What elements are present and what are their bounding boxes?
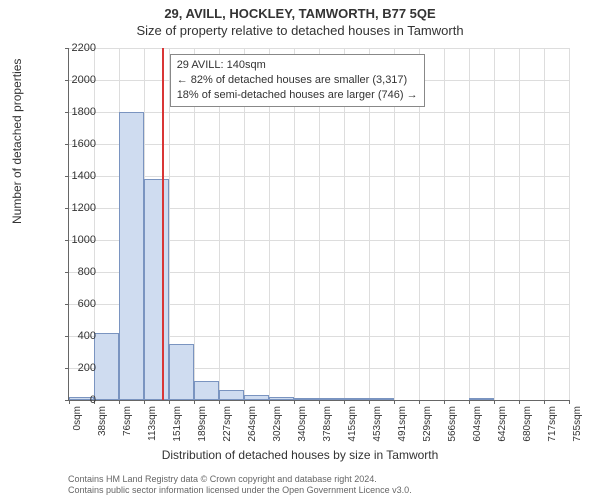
- page-title: 29, AVILL, HOCKLEY, TAMWORTH, B77 5QE: [0, 0, 600, 21]
- x-tick-mark: [194, 400, 195, 404]
- x-tick-mark: [269, 400, 270, 404]
- x-tick-label: 113sqm: [147, 406, 158, 441]
- x-tick-mark: [119, 400, 120, 404]
- y-tick-label: 1000: [56, 234, 96, 246]
- x-tick-label: 680sqm: [522, 406, 533, 442]
- x-tick-label: 227sqm: [222, 406, 233, 442]
- x-tick-mark: [469, 400, 470, 404]
- y-axis-label: Number of detached properties: [10, 59, 24, 224]
- x-tick-mark: [169, 400, 170, 404]
- x-tick-mark: [519, 400, 520, 404]
- histogram-bar: [194, 381, 219, 400]
- x-tick-label: 38sqm: [97, 406, 108, 436]
- x-tick-mark: [219, 400, 220, 404]
- x-tick-label: 0sqm: [72, 406, 83, 430]
- histogram-bar: [169, 344, 194, 400]
- annotation-box: 29 AVILL: 140sqm← 82% of detached houses…: [170, 54, 425, 107]
- x-tick-label: 604sqm: [472, 406, 483, 442]
- histogram-bar: [244, 395, 269, 400]
- histogram-bar: [219, 390, 244, 400]
- y-tick-label: 200: [56, 362, 96, 374]
- histogram-bar: [369, 398, 394, 400]
- reference-line: [162, 48, 164, 400]
- y-tick-label: 400: [56, 330, 96, 342]
- annotation-line: 29 AVILL: 140sqm: [177, 58, 418, 73]
- x-tick-label: 453sqm: [372, 406, 383, 442]
- x-tick-mark: [344, 400, 345, 404]
- x-tick-label: 378sqm: [322, 406, 333, 442]
- y-tick-label: 0: [56, 394, 96, 406]
- x-tick-mark: [394, 400, 395, 404]
- x-tick-label: 491sqm: [397, 406, 408, 442]
- gridline-vertical: [469, 48, 470, 400]
- page-subtitle: Size of property relative to detached ho…: [0, 21, 600, 38]
- y-tick-label: 1400: [56, 170, 96, 182]
- histogram-bar: [119, 112, 144, 400]
- x-tick-label: 415sqm: [347, 406, 358, 442]
- x-axis-label: Distribution of detached houses by size …: [0, 448, 600, 462]
- annotation-line: 18% of semi-detached houses are larger (…: [177, 88, 418, 103]
- gridline-vertical: [569, 48, 570, 400]
- y-tick-label: 600: [56, 298, 96, 310]
- histogram-bar: [94, 333, 119, 400]
- x-tick-label: 189sqm: [197, 406, 208, 442]
- x-tick-label: 76sqm: [122, 406, 133, 436]
- y-tick-label: 1800: [56, 106, 96, 118]
- x-tick-mark: [419, 400, 420, 404]
- y-tick-label: 800: [56, 266, 96, 278]
- x-tick-mark: [319, 400, 320, 404]
- annotation-line: ← 82% of detached houses are smaller (3,…: [177, 73, 418, 88]
- y-tick-label: 1200: [56, 202, 96, 214]
- gridline-vertical: [444, 48, 445, 400]
- x-tick-label: 264sqm: [247, 406, 258, 442]
- y-tick-label: 2200: [56, 42, 96, 54]
- x-tick-mark: [494, 400, 495, 404]
- x-tick-mark: [294, 400, 295, 404]
- histogram-bar: [269, 397, 294, 400]
- y-tick-label: 2000: [56, 74, 96, 86]
- footer-line: Contains public sector information licen…: [68, 485, 412, 496]
- x-tick-mark: [569, 400, 570, 404]
- x-tick-label: 529sqm: [422, 406, 433, 442]
- x-tick-mark: [144, 400, 145, 404]
- x-tick-mark: [369, 400, 370, 404]
- histogram-bar: [469, 398, 494, 400]
- x-tick-label: 340sqm: [297, 406, 308, 442]
- histogram-bar: [294, 398, 319, 400]
- x-tick-mark: [244, 400, 245, 404]
- x-tick-mark: [544, 400, 545, 404]
- histogram-bar: [344, 398, 369, 400]
- x-tick-mark: [444, 400, 445, 404]
- x-tick-label: 717sqm: [547, 406, 558, 442]
- x-tick-label: 566sqm: [447, 406, 458, 442]
- x-tick-label: 302sqm: [272, 406, 283, 442]
- x-tick-label: 755sqm: [572, 406, 583, 442]
- y-tick-label: 1600: [56, 138, 96, 150]
- histogram-chart: 29 AVILL: 140sqm← 82% of detached houses…: [68, 48, 569, 401]
- x-tick-label: 642sqm: [497, 406, 508, 442]
- gridline-vertical: [544, 48, 545, 400]
- footer-line: Contains HM Land Registry data © Crown c…: [68, 474, 412, 485]
- x-tick-label: 151sqm: [172, 406, 183, 442]
- histogram-bar: [144, 179, 169, 400]
- gridline-vertical: [519, 48, 520, 400]
- gridline-vertical: [494, 48, 495, 400]
- histogram-bar: [319, 398, 344, 400]
- footer-attribution: Contains HM Land Registry data © Crown c…: [68, 474, 412, 497]
